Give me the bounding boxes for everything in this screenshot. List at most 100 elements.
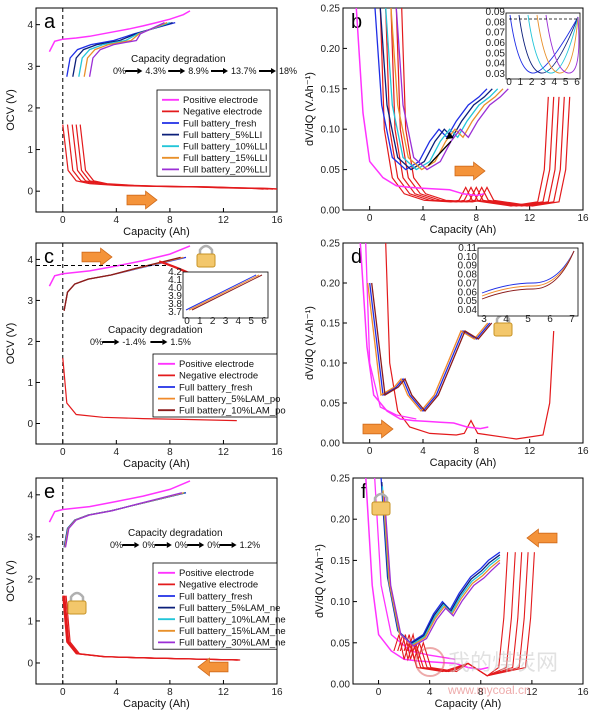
panel-f: 0 4 8 12 16 0.00 0.05 0.10 0.15 0.20 0.25 Capacity … — [314, 474, 589, 711]
line-full-battery — [64, 492, 183, 548]
padlock-icon — [67, 591, 87, 615]
degradation-value: 8.9% — [188, 66, 209, 76]
inset-y-tick: 0.04 — [458, 305, 478, 316]
y-tick-label: 0.15 — [321, 319, 341, 330]
degradation-title: Capacity degradation — [108, 325, 203, 336]
padlock-body — [493, 322, 513, 337]
inset-y-tick: 3.8 — [168, 299, 182, 310]
line-positive-electrode — [48, 245, 191, 287]
y-tick-label: 4 — [27, 490, 33, 501]
x-tick-label: 0 — [60, 447, 66, 458]
inset-y-tick: 4.2 — [168, 267, 182, 278]
line-full-battery — [88, 22, 165, 77]
padlock-body — [196, 253, 216, 268]
inset-x-tick: 6 — [261, 316, 267, 327]
watermark-url: www.mycoal.cn — [447, 683, 531, 697]
legend-entry: Full battery_5%LAM_ne — [179, 603, 280, 614]
line-full-battery — [63, 492, 186, 548]
y-tick-label: 2 — [27, 574, 33, 585]
inset-line — [188, 274, 260, 311]
legend-entry: Full battery_10%LAM_po — [179, 406, 286, 417]
line-negative-electrode — [79, 124, 277, 190]
line-full-battery — [395, 8, 509, 171]
y-tick-label: 2 — [27, 337, 33, 348]
legend-entry: Positive electrode — [179, 568, 254, 579]
line-positive-electrode — [365, 478, 489, 670]
y-tick-label: 2 — [27, 103, 33, 114]
inset-y-tick: 0.07 — [486, 28, 506, 39]
line-full-battery — [78, 21, 171, 77]
x-tick-label: 16 — [271, 447, 283, 458]
inset-y-tick: 0.11 — [458, 243, 477, 254]
y-axis-label: OCV (V) — [5, 89, 17, 131]
inset-line — [481, 250, 575, 300]
line-negative-electrode — [407, 552, 535, 677]
inset-x-tick: 5 — [563, 77, 569, 88]
x-tick-label: 8 — [167, 447, 173, 458]
y-tick-label: 0.15 — [321, 84, 341, 95]
inset-x-tick: 3 — [223, 316, 229, 327]
padlock-shackle — [373, 492, 389, 502]
padlock-body — [371, 501, 391, 516]
line-negative-electrode — [385, 243, 555, 440]
plot-frame — [352, 477, 584, 685]
line-full-battery — [382, 490, 501, 647]
legend-entry: Positive electrode — [183, 95, 258, 106]
degradation-value: 4.3% — [145, 66, 166, 76]
inset-x-tick: 0 — [184, 316, 190, 327]
x-tick-label: 12 — [218, 447, 230, 458]
line-full-battery — [367, 282, 489, 413]
legend-entry: Full battery_30%LAM_ne — [179, 638, 286, 649]
degradation-title: Capacity degradation — [128, 528, 223, 539]
y-axis-label: dV/dQ (V.Ah⁻¹) — [304, 72, 316, 146]
line-negative-electrode — [399, 552, 523, 677]
trend-arrowhead — [445, 132, 454, 140]
legend-entry: Negative electrode — [183, 107, 262, 118]
inset-x-tick: 7 — [569, 314, 575, 325]
line-negative-electrode — [65, 595, 241, 661]
x-tick-label: 0 — [367, 446, 373, 457]
orange-arrow-icon — [81, 247, 113, 267]
sequence-arrowhead — [180, 68, 186, 74]
sequence-arrowhead — [166, 542, 172, 548]
sequence-arrowhead — [137, 68, 143, 74]
y-tick-label: 4 — [27, 255, 33, 266]
line-full-battery — [374, 8, 488, 171]
x-tick-label: 4 — [114, 447, 120, 458]
x-tick-label: 8 — [474, 213, 480, 224]
x-axis-label: Capacity (Ah) — [430, 457, 497, 469]
x-tick-label: 16 — [577, 213, 589, 224]
x-tick-label: 0 — [376, 687, 382, 698]
watermark-logo — [415, 647, 445, 677]
x-axis-label: Capacity (Ah) — [435, 698, 502, 710]
padlock-icon — [371, 492, 391, 516]
y-tick-label: 0.20 — [321, 279, 341, 290]
degradation-value: 1.5% — [170, 337, 191, 347]
plot-frame — [35, 7, 278, 213]
inset-y-tick: 0.07 — [458, 278, 478, 289]
inset-frame — [182, 271, 269, 319]
panel-label: f — [361, 481, 367, 503]
line-negative-electrode — [379, 8, 549, 207]
sequence-arrowhead — [199, 542, 205, 548]
y-tick-label: 1 — [27, 616, 33, 627]
y-tick-label: 0.25 — [331, 474, 351, 485]
line-negative-electrode — [385, 8, 555, 207]
panel-label: e — [44, 481, 55, 503]
inset-line — [536, 14, 579, 74]
line-full-battery — [72, 21, 173, 77]
plot-area — [48, 10, 277, 190]
inset-line — [481, 250, 575, 294]
degradation-value: 1.2% — [240, 540, 261, 550]
inset-x-tick: 2 — [210, 316, 216, 327]
y-axis-label: dV/dQ (V.Ah⁻¹) — [304, 306, 316, 380]
x-tick-label: 0 — [60, 215, 66, 226]
line-full-battery — [371, 282, 493, 413]
y-tick-label: 0.00 — [321, 206, 341, 217]
x-tick-label: 8 — [167, 215, 173, 226]
inset-line — [545, 14, 580, 74]
y-tick-label: 4 — [27, 20, 33, 31]
y-tick-label: 0.15 — [331, 556, 351, 567]
inset-line — [527, 14, 579, 74]
